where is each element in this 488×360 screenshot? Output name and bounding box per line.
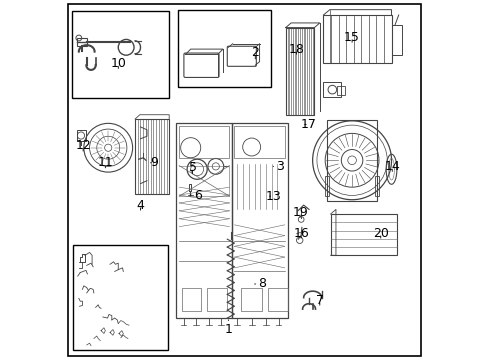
Text: 15: 15 — [344, 31, 359, 44]
Text: 17: 17 — [301, 118, 316, 131]
Text: 6: 6 — [190, 189, 202, 202]
Text: 5: 5 — [188, 161, 196, 174]
Bar — [330, 214, 396, 255]
Bar — [135, 119, 169, 194]
Text: 8: 8 — [254, 278, 266, 291]
Bar — [336, 86, 344, 95]
Bar — [241, 288, 262, 311]
Text: 12: 12 — [75, 139, 91, 152]
Bar — [374, 176, 378, 196]
Bar — [391, 25, 401, 55]
Bar — [178, 10, 271, 87]
Bar — [325, 176, 329, 196]
Text: 16: 16 — [293, 226, 308, 239]
Bar — [206, 288, 226, 311]
Bar — [72, 12, 169, 98]
Text: 7: 7 — [315, 294, 323, 307]
Text: 13: 13 — [265, 190, 281, 203]
Bar — [77, 130, 85, 141]
Text: 3: 3 — [273, 160, 284, 173]
Text: 20: 20 — [372, 226, 388, 239]
Text: 11: 11 — [97, 156, 113, 169]
Bar — [179, 126, 229, 158]
Bar — [285, 28, 314, 116]
Text: 10: 10 — [110, 57, 126, 70]
Bar — [231, 123, 287, 318]
Text: 2: 2 — [251, 46, 259, 59]
Bar — [77, 38, 87, 45]
Bar — [323, 82, 341, 97]
Bar — [182, 288, 201, 311]
Text: 4: 4 — [136, 199, 144, 212]
Text: 19: 19 — [292, 206, 307, 219]
Bar — [323, 15, 391, 63]
Text: 9: 9 — [150, 156, 158, 169]
Text: 1: 1 — [224, 320, 232, 336]
Bar — [73, 244, 168, 350]
Text: 14: 14 — [384, 160, 399, 173]
Bar — [176, 123, 231, 318]
Bar — [326, 120, 376, 201]
Bar — [267, 288, 287, 311]
Bar — [234, 126, 284, 158]
Text: 18: 18 — [288, 42, 304, 55]
